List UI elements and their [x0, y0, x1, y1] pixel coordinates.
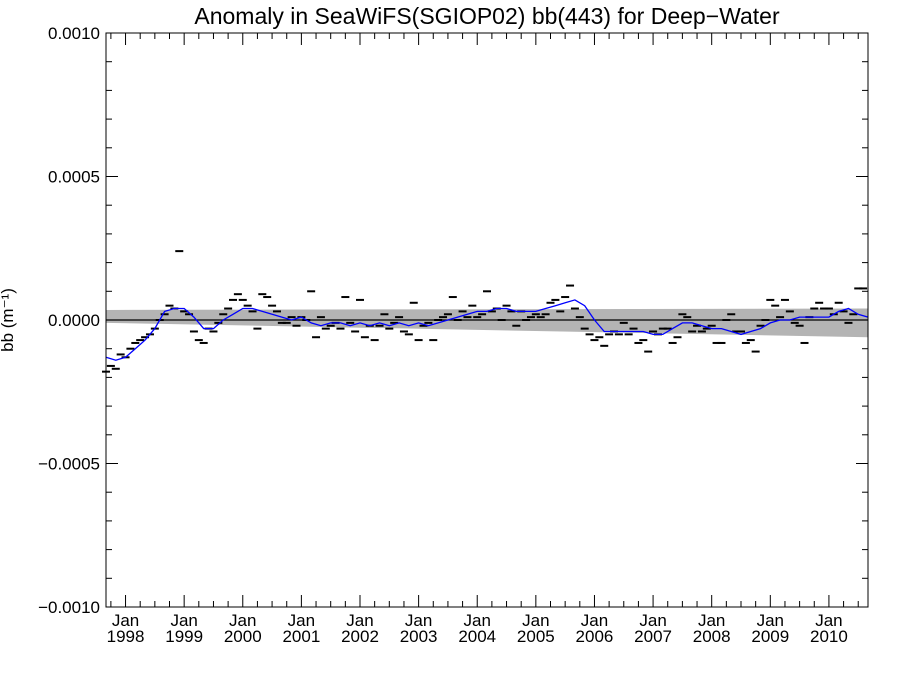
y-tick-label: −0.0010 [38, 598, 100, 617]
x-tick-month-label: Jan [639, 611, 666, 630]
x-tick-year-label: 2000 [224, 627, 262, 646]
x-tick-month-label: Jan [229, 611, 256, 630]
x-tick-year-label: 2004 [458, 627, 496, 646]
plot-area [102, 32, 869, 608]
x-tick-year-label: 2005 [517, 627, 555, 646]
x-tick-month-label: Jan [170, 611, 197, 630]
x-tick-year-label: 2003 [400, 627, 438, 646]
running-mean-line [105, 299, 869, 361]
x-tick-month-label: Jan [757, 611, 784, 630]
x-tick-month-label: Jan [405, 611, 432, 630]
y-axis-label: bb (m⁻¹) [0, 288, 17, 352]
x-tick-month-label: Jan [698, 611, 725, 630]
x-tick-year-label: 2002 [341, 627, 379, 646]
x-tick-year-label: 2006 [576, 627, 614, 646]
x-tick-year-label: 2009 [751, 627, 789, 646]
x-tick-month-label: Jan [815, 611, 842, 630]
y-axis-ticks [106, 32, 868, 608]
x-tick-year-label: 1998 [107, 627, 145, 646]
y-tick-label: −0.0005 [38, 455, 100, 474]
x-tick-month-label: Jan [464, 611, 491, 630]
y-axis-tick-labels: 0.0010 0.0005 0.0000 −0.0005 −0.0010 [38, 24, 100, 617]
x-axis-tick-labels: Jan1998Jan1999Jan2000Jan2001Jan2002Jan20… [107, 611, 848, 646]
x-tick-month-label: Jan [581, 611, 608, 630]
x-tick-year-label: 2010 [810, 627, 848, 646]
x-axis-ticks [110, 33, 859, 607]
x-tick-month-label: Jan [522, 611, 549, 630]
confidence-band [106, 308, 868, 338]
x-tick-year-label: 2008 [693, 627, 731, 646]
chart-title: Anomaly in SeaWiFS(SGIOP02) bb(443) for … [194, 3, 780, 29]
x-tick-year-label: 2001 [282, 627, 320, 646]
x-tick-year-label: 1999 [165, 627, 203, 646]
y-tick-label: 0.0005 [48, 168, 100, 187]
y-tick-label: 0.0000 [48, 311, 100, 330]
y-tick-label: 0.0010 [48, 24, 100, 43]
x-tick-month-label: Jan [288, 611, 315, 630]
x-tick-month-label: Jan [112, 611, 139, 630]
x-tick-month-label: Jan [346, 611, 373, 630]
x-tick-year-label: 2007 [634, 627, 672, 646]
